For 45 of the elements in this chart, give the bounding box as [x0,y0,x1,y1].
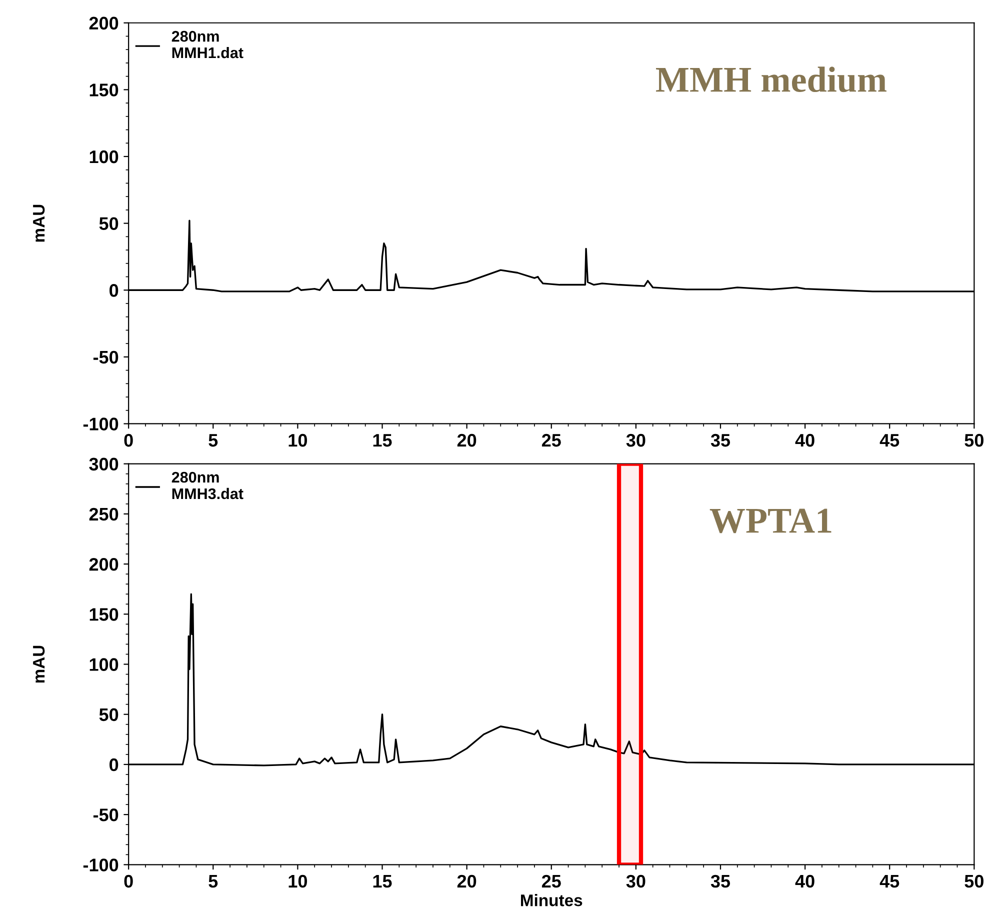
annotation: MMH medium [656,66,886,92]
x-tick-label: 35 [710,434,730,447]
y-tick-label: 150 [90,84,118,96]
x-tick-label: 25 [542,434,561,447]
x-tick-label: 20 [457,434,476,447]
y-tick-label: -50 [93,808,118,822]
y-tick-label: 200 [89,558,118,571]
y-tick-label: 0 [110,284,118,297]
y-tick-label: -100 [83,858,118,872]
legend-label: 280nm MMH1.dat [172,30,244,58]
y-tick-label: -100 [83,418,118,430]
x-tick-label: 45 [880,434,900,447]
x-tick-label: 45 [880,875,900,888]
x-tick-label: 5 [208,875,218,888]
y-axis-title: mAU [33,204,45,242]
x-tick-label: 0 [124,874,133,888]
x-tick-label: 30 [626,434,646,447]
x-tick-label: 40 [795,434,814,447]
y-tick-label: 50 [99,708,118,722]
x-tick-label: 0 [124,434,133,447]
x-tick-label: 10 [288,434,307,447]
y-tick-label: 100 [90,658,118,671]
x-tick-label: 50 [964,434,984,447]
x-tick-label: 30 [626,874,646,888]
y-tick-label: 250 [89,508,118,521]
y-tick-label: 0 [110,758,118,772]
annotation: WPTA1 [710,508,832,534]
x-tick-label: 25 [542,874,561,888]
x-tick-label: 40 [795,874,814,888]
x-tick-label: 50 [964,874,984,888]
y-tick-label: -50 [93,350,118,364]
x-tick-label: 5 [208,434,218,447]
legend-label: 280nm MMH3.dat [172,472,244,500]
x-tick-label: 35 [710,874,730,888]
y-tick-label: 100 [90,150,118,164]
y-tick-label: 150 [90,608,118,621]
y-tick-label: 200 [89,16,118,30]
x-axis-title: Minutes [521,894,582,906]
x-tick-label: 20 [457,874,476,888]
y-tick-label: 50 [99,217,118,230]
x-tick-label: 10 [288,874,307,888]
x-tick-label: 15 [373,434,392,447]
x-tick-label: 15 [373,875,392,888]
y-axis-title: mAU [33,646,45,683]
y-tick-label: 300 [89,458,118,471]
